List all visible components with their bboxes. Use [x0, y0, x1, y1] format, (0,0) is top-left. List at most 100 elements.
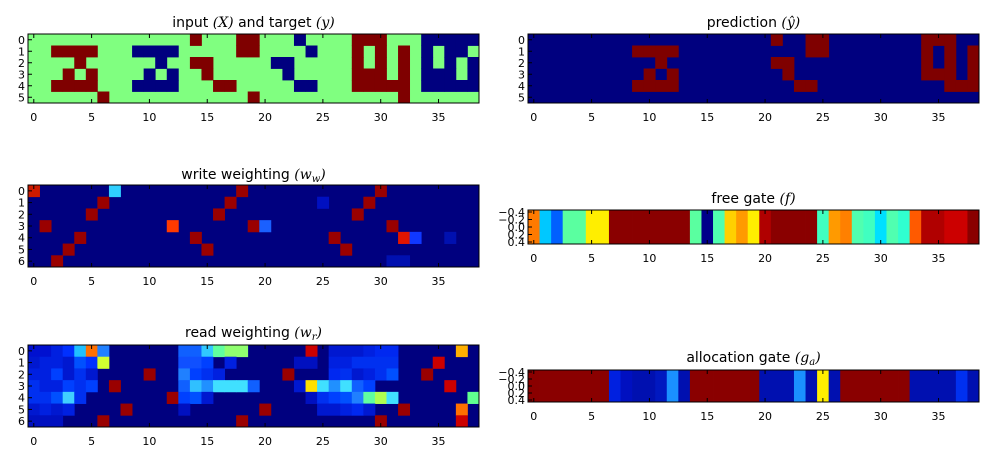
heatmap-cell: [201, 368, 214, 381]
heatmap-cell: [189, 368, 202, 381]
heatmap-cell: [282, 368, 295, 381]
heatmap-cell: [259, 403, 272, 416]
heatmap-cell: [840, 210, 853, 244]
heatmap-cell: [793, 80, 806, 92]
heatmap-cell: [551, 370, 564, 402]
heatmap-cell: [39, 356, 52, 369]
heatmap-cell: [28, 185, 40, 198]
x-tick-label: 20: [758, 410, 772, 423]
y-tick-label: 5: [18, 91, 25, 104]
heatmap-cell: [770, 370, 783, 402]
heatmap-cell: [955, 210, 968, 244]
heatmap-cell: [421, 368, 434, 381]
heatmap-cell: [247, 220, 260, 233]
heatmap-cell: [374, 391, 387, 404]
heatmap-cell: [921, 45, 934, 58]
heatmap-cell: [224, 196, 237, 209]
heatmap-cell: [189, 345, 202, 358]
heatmap-cell: [351, 45, 364, 58]
heatmap-cell: [120, 403, 133, 416]
x-tick-label: 35: [932, 410, 946, 423]
heatmap-cell: [620, 370, 633, 402]
heatmap-cell: [351, 368, 364, 381]
heatmap-cell: [562, 370, 575, 402]
heatmap-cell: [259, 220, 272, 233]
chart-title: read weighting (wr): [185, 325, 322, 343]
heatmap-cell: [97, 415, 110, 428]
chart-title: allocation gate (ga): [686, 350, 820, 368]
x-tick-label: 15: [700, 111, 714, 124]
heatmap-cell: [340, 368, 353, 381]
heatmap-cell: [713, 370, 725, 402]
heatmap-cell: [62, 68, 75, 81]
heatmap-cell: [874, 370, 887, 402]
heatmap-cell: [39, 345, 52, 358]
heatmap-cell: [85, 68, 98, 81]
heatmap-cell: [143, 45, 156, 58]
heatmap-cell: [74, 356, 87, 369]
heatmap-cell: [74, 391, 87, 404]
heatmap-cell: [921, 68, 934, 81]
heatmap-cell: [51, 391, 64, 404]
heatmap-cell: [85, 368, 98, 381]
heatmap-cell: [386, 368, 399, 381]
heatmap-cell: [62, 380, 75, 393]
heatmap-panel-5: allocation gate (ga) 0 5 10 15 20 25 30 35 −0.4−0…: [498, 350, 980, 423]
x-tick-label: 0: [30, 111, 37, 124]
heatmap-cell: [28, 356, 40, 369]
heatmap-cell: [432, 68, 445, 81]
heatmap-cell: [467, 57, 480, 69]
x-tick-label: 30: [374, 435, 388, 448]
heatmap-cell: [944, 34, 957, 46]
x-tick-label: 30: [874, 111, 888, 124]
heatmap-cell: [201, 380, 214, 393]
heatmap-cell: [632, 80, 645, 92]
y-tick-label: 0: [518, 34, 525, 47]
heatmap-cell: [921, 370, 934, 402]
heatmap-cell: [236, 185, 249, 198]
x-tick-label: 5: [588, 111, 595, 124]
y-tick-label: 2: [18, 368, 25, 381]
x-tick-label: 25: [816, 252, 830, 265]
y-tick-label: 0.4: [508, 236, 526, 249]
x-tick-label: 20: [258, 111, 272, 124]
heatmap-cell: [805, 210, 818, 244]
heatmap-cell: [713, 210, 725, 244]
x-tick-label: 25: [316, 275, 330, 288]
heatmap-cell: [351, 380, 364, 393]
x-tick-label: 25: [816, 410, 830, 423]
x-tick-label: 25: [316, 111, 330, 124]
x-tick-label: 10: [642, 111, 656, 124]
heatmap-cell: [805, 45, 818, 58]
heatmap-cell: [770, 57, 783, 69]
heatmap-cell: [351, 57, 364, 69]
heatmap-cell: [28, 380, 40, 393]
heatmap-cell: [455, 80, 468, 92]
heatmap-cell: [467, 34, 480, 46]
heatmap-cell: [143, 68, 156, 81]
heatmap-cell: [317, 391, 330, 404]
heatmap-cell: [224, 380, 237, 393]
heatmap-cell: [189, 231, 202, 244]
heatmap-cell: [851, 210, 864, 244]
heatmap-cell: [51, 255, 64, 268]
heatmap-cell: [201, 356, 214, 369]
y-tick-label: 4: [518, 80, 525, 93]
heatmap-cell: [944, 68, 957, 81]
heatmap-cell: [932, 68, 945, 81]
x-tick-label: 10: [142, 435, 156, 448]
heatmap-cell: [944, 210, 957, 244]
heatmap-cell: [328, 345, 341, 358]
y-tick-label: 4: [18, 80, 25, 93]
heatmap-cell: [317, 403, 330, 416]
heatmap-cell: [166, 220, 179, 233]
heatmap-cell: [305, 80, 318, 92]
heatmap-cell: [166, 391, 179, 404]
heatmap-panel-2: write weighting (ww)0 5 10 15 20 25 30 35012345…: [18, 167, 480, 288]
heatmap-cell: [398, 403, 411, 416]
heatmap-cell: [39, 403, 52, 416]
heatmap-cell: [409, 231, 422, 244]
heatmap-cell: [944, 45, 957, 58]
heatmap-cell: [528, 210, 540, 244]
heatmap-background: [528, 34, 979, 103]
